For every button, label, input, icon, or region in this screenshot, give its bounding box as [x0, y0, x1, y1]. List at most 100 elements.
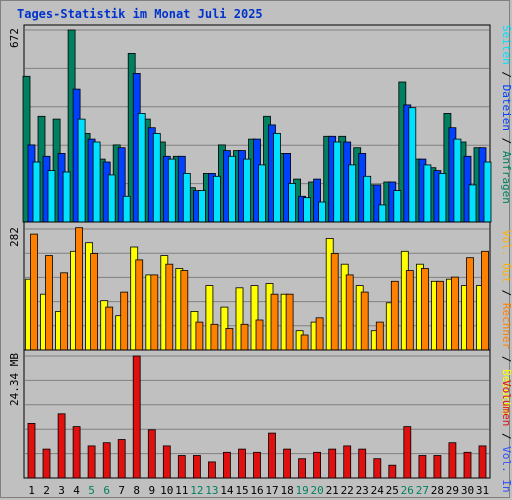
bar-rechner	[225, 328, 234, 351]
x-tick-label: 8	[133, 484, 140, 497]
y-tick-label: 24.34 MB	[8, 353, 21, 406]
bar-seiten	[363, 175, 372, 223]
x-tick-label: 3	[58, 484, 65, 497]
x-tick-label: 28	[431, 484, 444, 497]
legend: Seiten / Dateien / Anfragen	[500, 25, 512, 204]
bar-rechner	[75, 227, 83, 351]
bar-rechner	[120, 291, 129, 351]
bar-seiten	[47, 170, 56, 223]
bar-seiten	[273, 132, 281, 223]
x-tick-label: 9	[148, 484, 155, 497]
bar-rechner	[240, 323, 249, 351]
bar-seiten	[92, 141, 101, 223]
bar-volumen	[463, 451, 472, 479]
x-tick-label: 18	[280, 484, 293, 497]
bar-volumen	[343, 445, 352, 479]
x-tick-label: 7	[118, 484, 125, 497]
bar-seiten	[453, 138, 462, 223]
bar-seiten	[318, 201, 327, 223]
legend-item: Vol. In	[500, 446, 512, 492]
legend-item: Volumen	[500, 380, 512, 426]
bar-volumen	[177, 455, 186, 479]
bar-volumen	[433, 455, 442, 479]
bar-rechner	[105, 306, 114, 351]
x-tick-label: 27	[416, 484, 429, 497]
bar-seiten	[258, 164, 266, 223]
x-tick-label: 26	[401, 484, 414, 497]
bar-seiten	[167, 158, 176, 223]
legend-item: Anfragen	[500, 151, 512, 204]
bar-rechner	[90, 253, 98, 351]
bar-rechner	[180, 270, 189, 351]
bar-rechner	[135, 259, 144, 351]
bar-rechner	[360, 291, 369, 351]
bar-volumen	[192, 455, 201, 479]
bar-volumen	[478, 445, 487, 479]
bar-volumen	[403, 426, 412, 479]
bar-volumen	[72, 426, 81, 479]
x-tick-label: 14	[220, 484, 234, 497]
x-tick-label: 21	[326, 484, 339, 497]
x-tick-label: 12	[190, 484, 203, 497]
bar-seiten	[32, 161, 41, 223]
bar-seiten	[212, 175, 221, 223]
x-tick-label: 16	[250, 484, 263, 497]
x-tick-label: 30	[461, 484, 474, 497]
bar-volumen	[388, 464, 397, 479]
bar-seiten	[122, 195, 131, 223]
x-tick-label: 19	[295, 484, 308, 497]
bar-rechner	[435, 280, 444, 351]
bar-seiten	[288, 182, 297, 223]
bar-rechner	[60, 272, 68, 351]
x-tick-label: 25	[386, 484, 399, 497]
bar-volumen	[238, 448, 246, 479]
bar-volumen	[283, 448, 292, 479]
bar-volumen	[162, 445, 171, 479]
x-tick-label: 31	[476, 484, 489, 497]
bar-volumen	[298, 458, 307, 479]
legend-item: Rechner	[500, 303, 512, 350]
bar-seiten	[333, 141, 342, 223]
bar-volumen	[147, 429, 156, 479]
x-tick-label: 5	[88, 484, 95, 497]
bar-rechner	[165, 263, 174, 351]
x-tick-label: 17	[265, 484, 278, 497]
bar-volumen	[268, 432, 276, 479]
bar-seiten	[378, 204, 387, 223]
x-tick-label: 22	[341, 484, 354, 497]
bar-seiten	[77, 118, 86, 223]
bar-rechner	[315, 317, 324, 351]
bar-seiten	[468, 184, 477, 223]
bar-seiten	[197, 190, 206, 223]
bar-rechner	[466, 257, 474, 351]
bar-rechner	[405, 270, 414, 351]
bar-rechner	[195, 321, 204, 351]
bar-seiten	[483, 161, 492, 223]
bar-rechner	[450, 276, 459, 351]
x-tick-label: 15	[235, 484, 248, 497]
bar-volumen	[42, 448, 51, 479]
bar-rechner	[45, 255, 53, 351]
bar-rechner	[481, 250, 489, 351]
bar-volumen	[222, 451, 231, 479]
legend-item: Besuche	[500, 369, 512, 415]
bar-seiten	[182, 172, 191, 223]
bar-seiten	[408, 107, 417, 223]
bar-seiten	[243, 158, 251, 223]
bar-rechner	[255, 319, 264, 351]
x-tick-label: 11	[175, 484, 188, 497]
bar-volumen	[418, 455, 427, 479]
x-tick-label: 13	[205, 484, 218, 497]
bar-rechner	[420, 268, 429, 351]
bar-rechner	[210, 323, 219, 351]
bar-seiten	[137, 113, 146, 223]
legend: Vol. Out / Rechner / Besuche	[500, 230, 512, 415]
bar-volumen	[57, 413, 66, 479]
chart-title: Tages-Statistik im Monat Juli 2025	[17, 7, 263, 21]
x-tick-label: 29	[446, 484, 459, 497]
bar-rechner	[345, 274, 354, 351]
bar-seiten	[303, 197, 312, 223]
bar-volumen	[448, 442, 457, 479]
